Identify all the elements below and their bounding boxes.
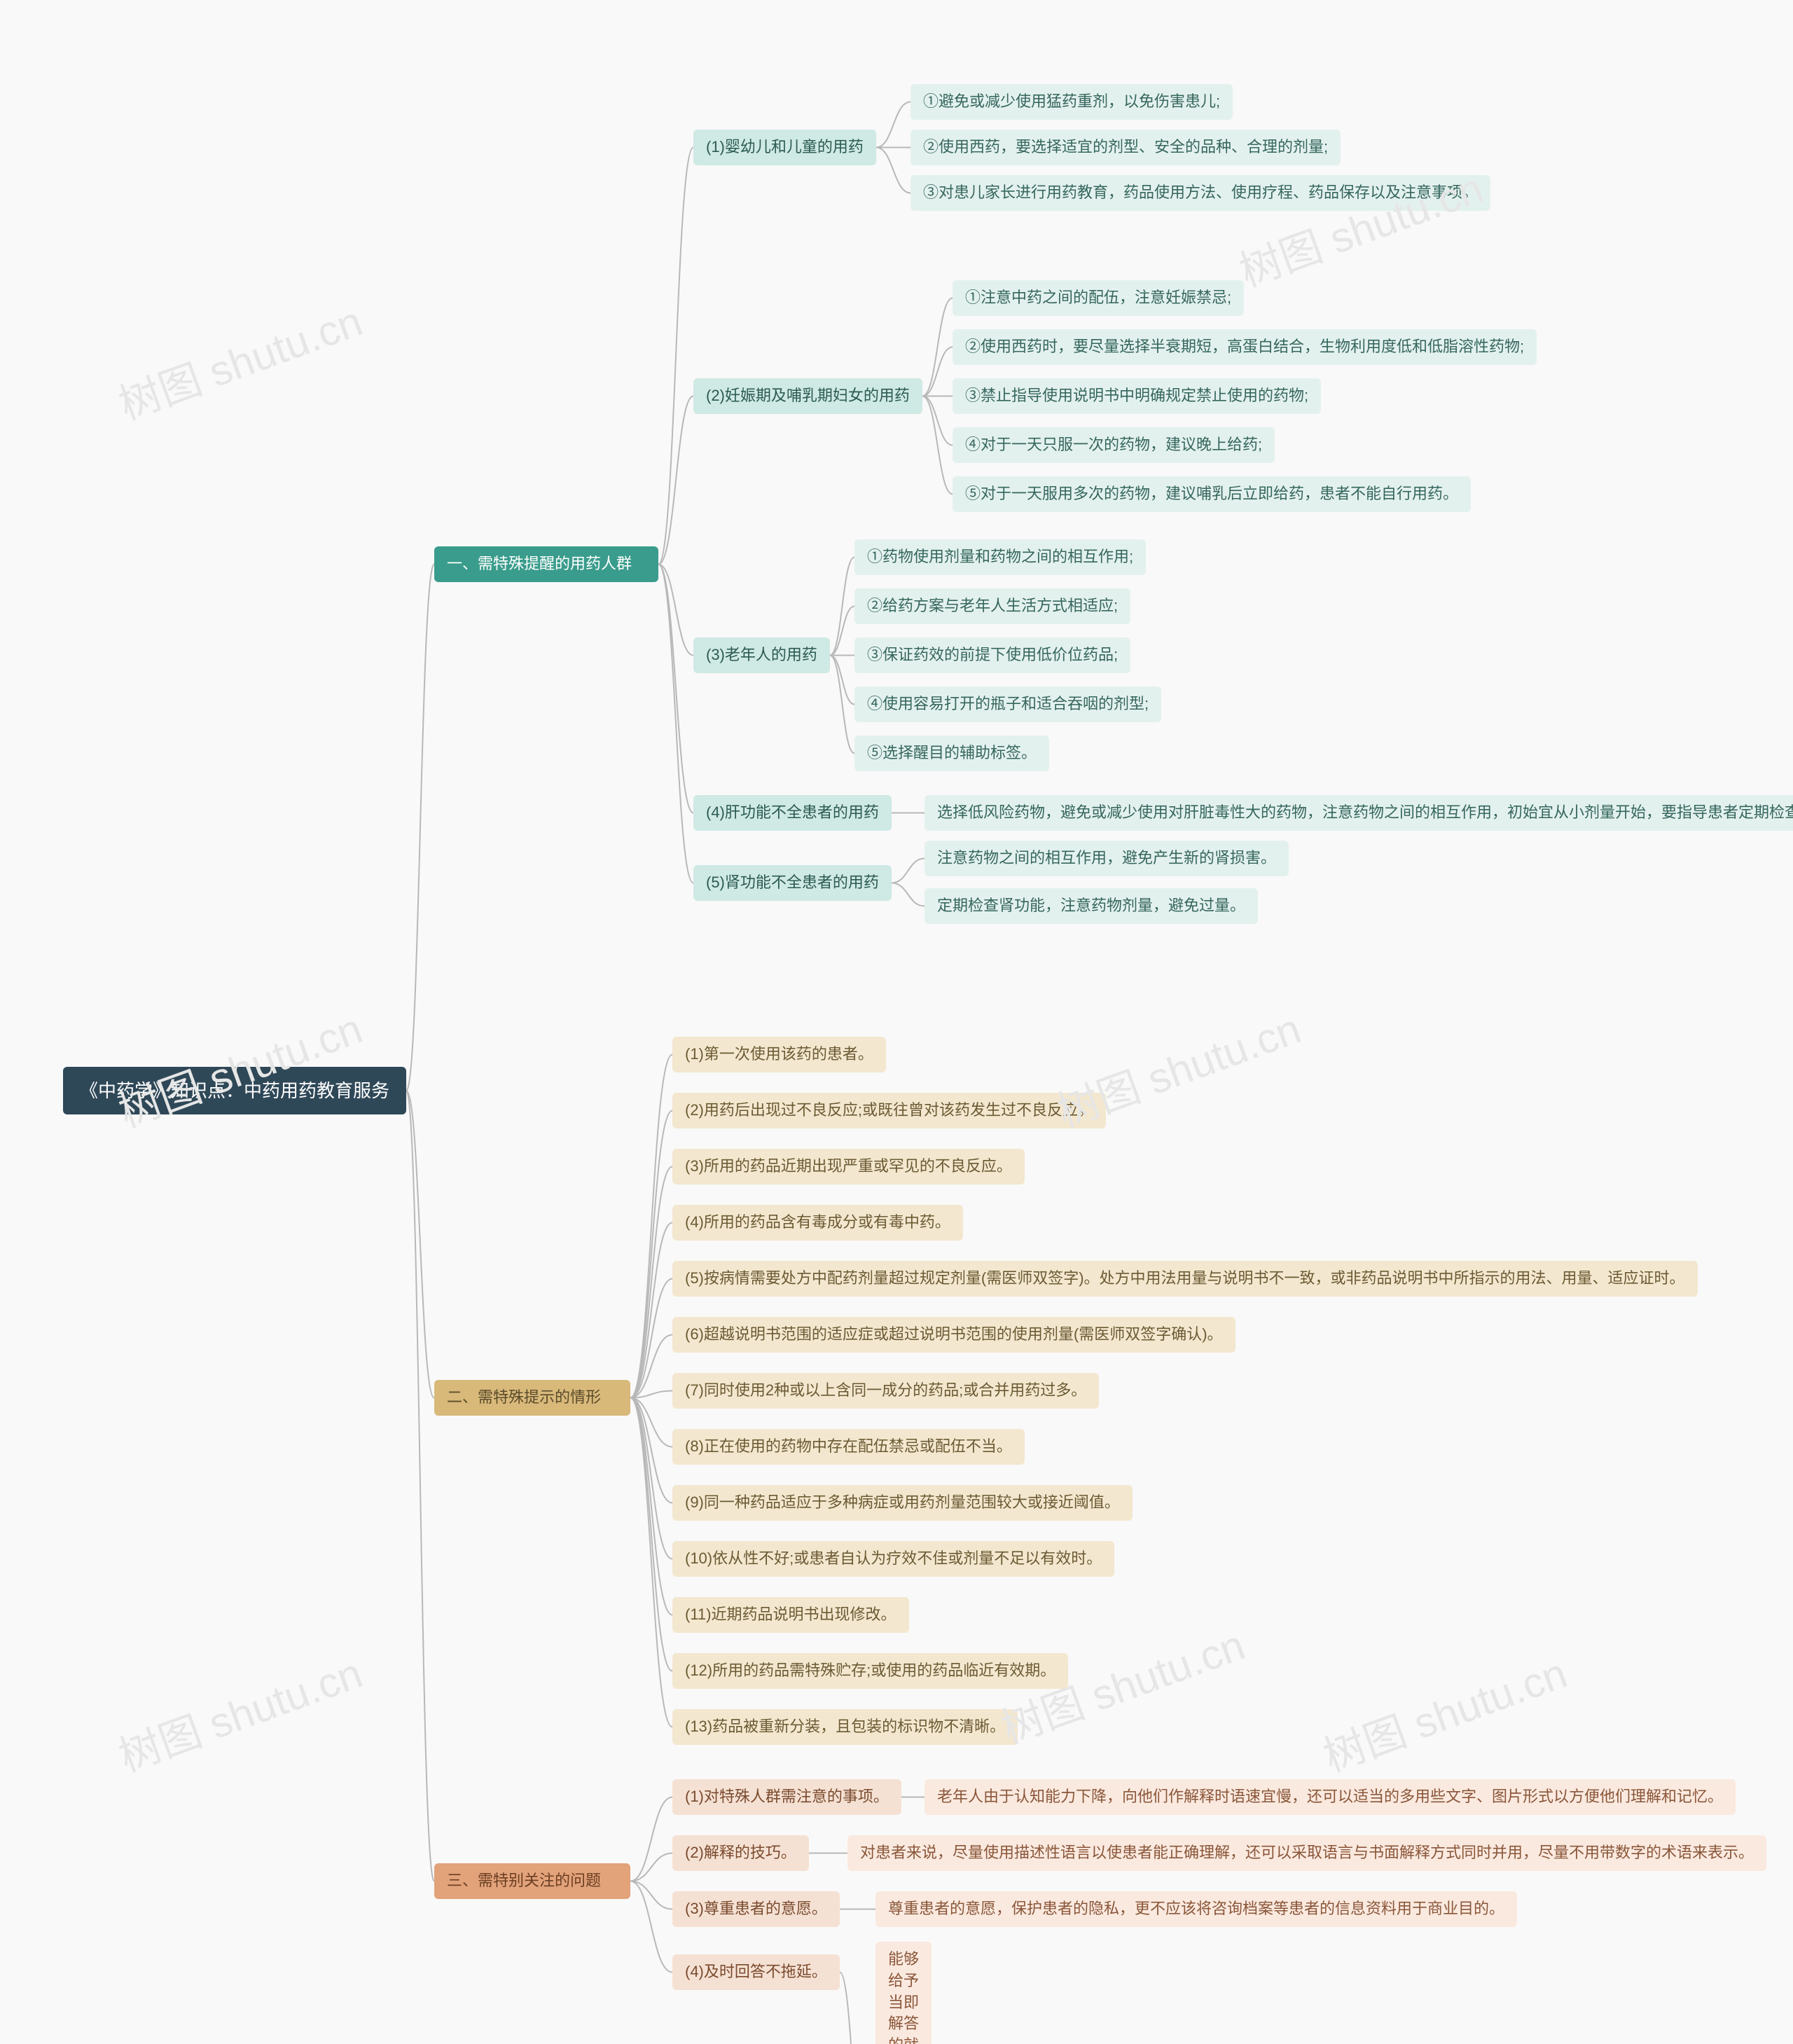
s2-item-11: (11)近期药品说明书出现修改。 [672, 1597, 909, 1633]
s1-g3-item-3: ③保证药效的前提下使用低价位药品; [854, 637, 1130, 673]
section-1: 一、需特殊提醒的用药人群 [434, 546, 658, 582]
s1-g3-item-4: ④使用容易打开的瓶子和适合吞咽的剂型; [854, 686, 1161, 722]
s1-g5-item-2: 定期检查肾功能，注意药物剂量，避免过量。 [925, 888, 1258, 924]
s2-item-13: (13)药品被重新分装，且包装的标识物不清晰。 [672, 1709, 1018, 1745]
s2-item-1: (1)第一次使用该药的患者。 [672, 1037, 886, 1072]
s1-group-3: (3)老年人的用药 [693, 637, 830, 673]
s1-g3-item-2: ②给药方案与老年人生活方式相适应; [854, 588, 1130, 624]
s1-g1-item-1: ①避免或减少使用猛药重剂，以免伤害患儿; [911, 84, 1233, 120]
s2-item-5: (5)按病情需要处方中配药剂量超过规定剂量(需医师双签字)。处方中用法用量与说明… [672, 1261, 1698, 1297]
s1-group-1: (1)婴幼儿和儿童的用药 [693, 130, 876, 165]
s3-group-2: (2)解释的技巧。 [672, 1835, 809, 1871]
s3-detail-4: 能够给予当即解答的就当即解答，不能当即答复的，或者不十分清楚的问题，不要冒冒失失… [875, 1942, 932, 2044]
s2-item-6: (6)超越说明书范围的适应症或超过说明书范围的使用剂量(需医师双签字确认)。 [672, 1317, 1235, 1353]
s2-item-8: (8)正在使用的药物中存在配伍禁忌或配伍不当。 [672, 1429, 1025, 1465]
watermark: 树图 shutu.cn [1314, 1639, 1574, 1783]
s1-g2-item-5: ⑤对于一天服用多次的药物，建议哺乳后立即给药，患者不能自行用药。 [953, 476, 1471, 512]
s3-detail-3: 尊重患者的意愿，保护患者的隐私，更不应该将咨询档案等患者的信息资料用于商业目的。 [875, 1891, 1517, 1927]
s2-item-10: (10)依从性不好;或患者自认为疗效不佳或剂量不足以有效时。 [672, 1541, 1114, 1577]
s1-g2-item-3: ③禁止指导使用说明书中明确规定禁止使用的药物; [953, 378, 1321, 414]
s3-detail-1: 老年人由于认知能力下降，向他们作解释时语速宜慢，还可以适当的多用些文字、图片形式… [925, 1779, 1736, 1815]
s1-group-5: (5)肾功能不全患者的用药 [693, 865, 892, 901]
s3-group-3: (3)尊重患者的意愿。 [672, 1891, 840, 1927]
s3-group-1: (1)对特殊人群需注意的事项。 [672, 1779, 901, 1815]
s1-g1-item-3: ③对患儿家长进行用药教育，药品使用方法、使用疗程、药品保存以及注意事项。 [911, 175, 1490, 211]
s1-g5-item-1: 注意药物之间的相互作用，避免产生新的肾损害。 [925, 841, 1289, 876]
section-3: 三、需特别关注的问题 [434, 1863, 630, 1899]
s2-item-3: (3)所用的药品近期出现严重或罕见的不良反应。 [672, 1149, 1025, 1185]
s3-group-4: (4)及时回答不拖延。 [672, 1954, 840, 1990]
s1-g3-item-1: ①药物使用剂量和药物之间的相互作用; [854, 539, 1146, 575]
s2-item-9: (9)同一种药品适应于多种病症或用药剂量范围较大或接近阈值。 [672, 1485, 1133, 1521]
s1-g3-item-5: ⑤选择醒目的辅助标签。 [854, 736, 1049, 771]
root-node: 《中药学》知识点：中药用药教育服务 [63, 1067, 406, 1114]
s1-group-2: (2)妊娠期及哺乳期妇女的用药 [693, 378, 922, 414]
s2-item-12: (12)所用的药品需特殊贮存;或使用的药品临近有效期。 [672, 1653, 1068, 1689]
s1-g1-item-2: ②使用西药，要选择适宜的剂型、安全的品种、合理的剂量; [911, 130, 1341, 165]
s2-item-4: (4)所用的药品含有毒成分或有毒中药。 [672, 1205, 963, 1241]
watermark: 树图 shutu.cn [109, 287, 369, 431]
s1-group-4: (4)肝功能不全患者的用药 [693, 795, 892, 831]
s1-g4-item-1: 选择低风险药物，避免或减少使用对肝脏毒性大的药物，注意药物之间的相互作用，初始宜… [925, 795, 1793, 831]
s1-g2-item-2: ②使用西药时，要尽量选择半衰期短，高蛋白结合，生物利用度低和低脂溶性药物; [953, 329, 1537, 365]
s1-g2-item-4: ④对于一天只服一次的药物，建议晚上给药; [953, 427, 1275, 463]
watermark: 树图 shutu.cn [109, 1639, 369, 1783]
s1-g2-item-1: ①注意中药之间的配伍，注意妊娠禁忌; [953, 280, 1244, 316]
s3-detail-2: 对患者来说，尽量使用描述性语言以使患者能正确理解，还可以采取语言与书面解释方式同… [847, 1835, 1766, 1871]
s2-item-7: (7)同时使用2种或以上含同一成分的药品;或合并用药过多。 [672, 1373, 1099, 1409]
s2-item-2: (2)用药后出现过不良反应;或既往曾对该药发生过不良反应。 [672, 1093, 1106, 1128]
section-2: 二、需特殊提示的情形 [434, 1380, 630, 1416]
